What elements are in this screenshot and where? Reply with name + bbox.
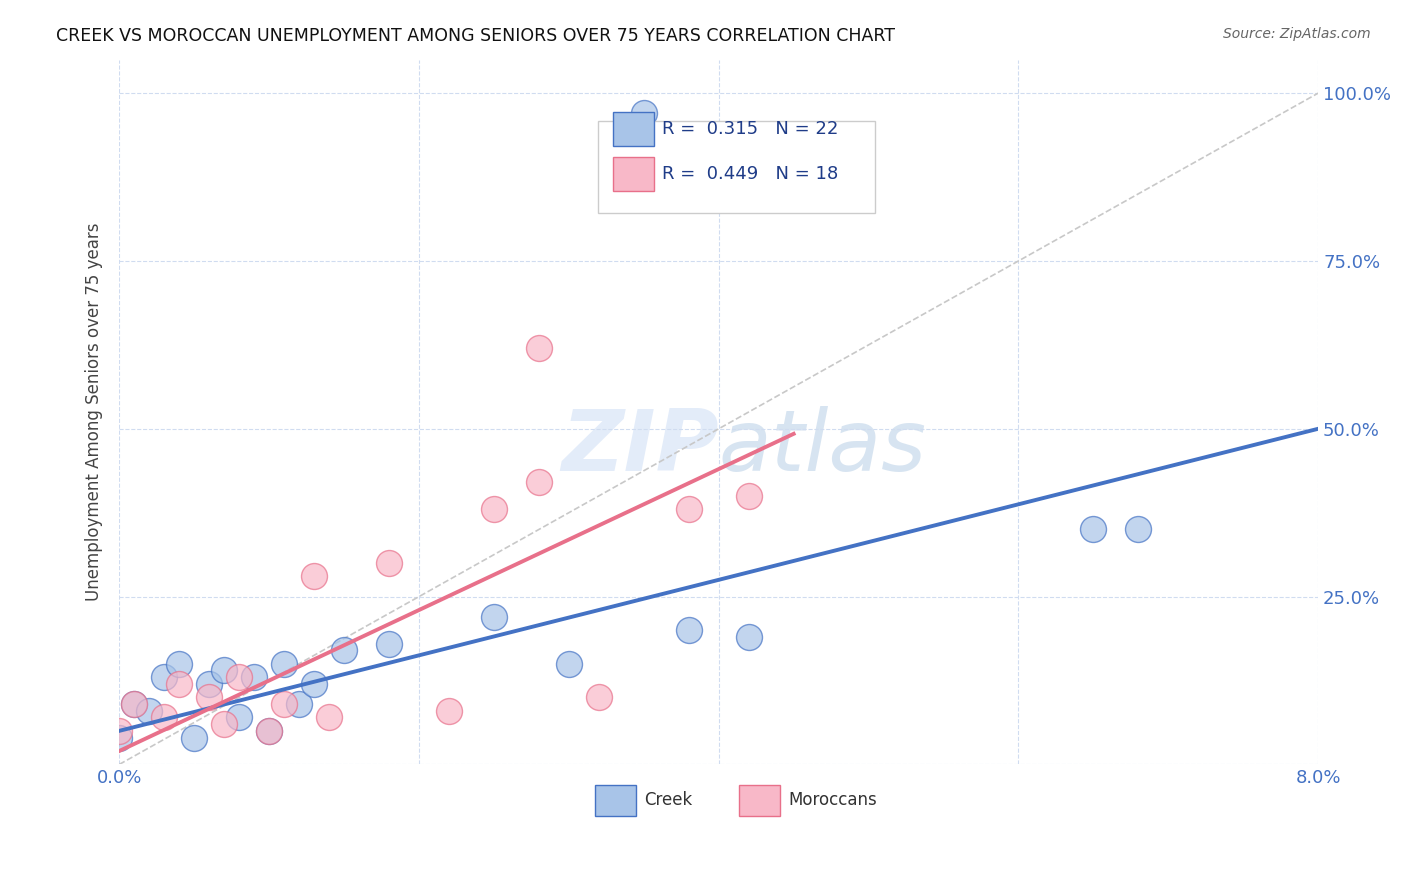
Point: [138, 704, 160, 718]
Point: [228, 710, 250, 724]
Point: [243, 670, 266, 684]
Point: [273, 697, 295, 711]
Text: atlas: atlas: [718, 406, 927, 489]
Point: [737, 489, 759, 503]
Y-axis label: Unemployment Among Seniors over 75 years: Unemployment Among Seniors over 75 years: [86, 223, 103, 601]
Point: [527, 341, 550, 355]
Point: [288, 697, 311, 711]
Point: [167, 677, 190, 691]
Point: [302, 677, 325, 691]
Point: [333, 643, 356, 657]
FancyBboxPatch shape: [613, 157, 654, 191]
Point: [482, 502, 505, 516]
Text: CREEK VS MOROCCAN UNEMPLOYMENT AMONG SENIORS OVER 75 YEARS CORRELATION CHART: CREEK VS MOROCCAN UNEMPLOYMENT AMONG SEN…: [56, 27, 896, 45]
Point: [633, 106, 655, 120]
Text: R =  0.449   N = 18: R = 0.449 N = 18: [662, 165, 838, 183]
Point: [527, 475, 550, 490]
Point: [558, 657, 581, 671]
Text: ZIP: ZIP: [561, 406, 718, 489]
Point: [378, 637, 401, 651]
Point: [1083, 523, 1105, 537]
Point: [318, 710, 340, 724]
Point: [482, 609, 505, 624]
Point: [228, 670, 250, 684]
FancyBboxPatch shape: [595, 785, 636, 816]
FancyBboxPatch shape: [598, 121, 875, 213]
FancyBboxPatch shape: [740, 785, 780, 816]
Point: [198, 690, 221, 705]
Point: [678, 502, 700, 516]
Point: [108, 723, 131, 738]
Point: [212, 717, 235, 731]
Text: Moroccans: Moroccans: [789, 791, 877, 809]
Point: [108, 731, 131, 745]
Point: [257, 723, 280, 738]
Point: [183, 731, 205, 745]
Text: R =  0.315   N = 22: R = 0.315 N = 22: [662, 120, 839, 138]
Point: [273, 657, 295, 671]
Text: Source: ZipAtlas.com: Source: ZipAtlas.com: [1223, 27, 1371, 41]
Text: Creek: Creek: [644, 791, 693, 809]
Point: [678, 623, 700, 637]
Point: [588, 690, 610, 705]
Point: [167, 657, 190, 671]
Point: [153, 670, 176, 684]
Point: [1128, 523, 1150, 537]
Point: [153, 710, 176, 724]
Point: [378, 556, 401, 570]
FancyBboxPatch shape: [613, 112, 654, 146]
Point: [257, 723, 280, 738]
Point: [302, 569, 325, 583]
Point: [437, 704, 460, 718]
Point: [212, 664, 235, 678]
Point: [198, 677, 221, 691]
Point: [122, 697, 145, 711]
Point: [737, 630, 759, 644]
Point: [122, 697, 145, 711]
